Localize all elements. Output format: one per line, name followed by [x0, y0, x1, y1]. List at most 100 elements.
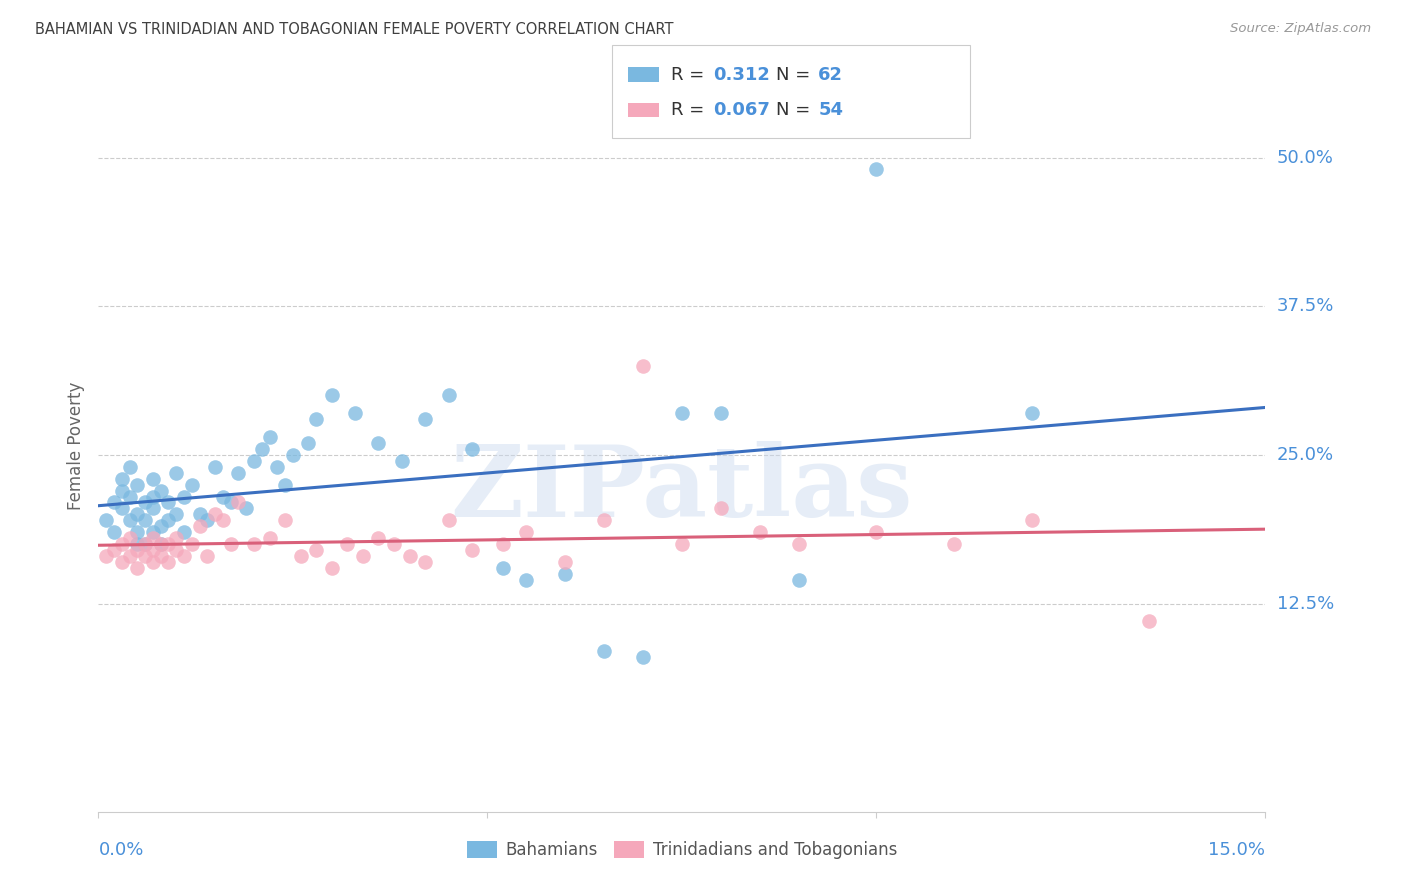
Point — [142, 525, 165, 540]
Y-axis label: Female Poverty: Female Poverty — [67, 382, 86, 510]
Point — [212, 513, 235, 527]
Point — [134, 549, 156, 563]
Point — [165, 543, 187, 558]
Point — [352, 549, 374, 563]
Point — [787, 573, 810, 587]
Point — [305, 543, 328, 558]
Point — [259, 531, 281, 545]
Point — [165, 531, 187, 545]
Point — [943, 537, 966, 551]
Point — [111, 501, 134, 516]
Point — [492, 537, 515, 551]
Point — [111, 483, 134, 498]
Point — [710, 501, 733, 516]
Point — [195, 513, 218, 527]
Point — [398, 549, 420, 563]
Point — [1137, 615, 1160, 629]
Text: R =: R = — [671, 101, 710, 120]
Point — [212, 490, 235, 504]
Point — [367, 436, 389, 450]
Point — [149, 483, 172, 498]
Point — [865, 162, 887, 177]
Point — [710, 406, 733, 420]
Legend: Bahamians, Trinidadians and Tobagonians: Bahamians, Trinidadians and Tobagonians — [460, 834, 904, 865]
Point — [103, 525, 125, 540]
Point — [297, 436, 319, 450]
Point — [219, 537, 242, 551]
Point — [127, 537, 149, 551]
Point — [149, 549, 172, 563]
Point — [243, 537, 266, 551]
Point — [103, 543, 125, 558]
Text: N =: N = — [776, 101, 815, 120]
Point — [127, 561, 149, 575]
Point — [96, 513, 118, 527]
Point — [157, 495, 180, 509]
Point — [149, 519, 172, 533]
Point — [437, 388, 460, 402]
Point — [631, 359, 654, 373]
Point — [515, 525, 537, 540]
Text: N =: N = — [776, 66, 815, 84]
Point — [118, 459, 141, 474]
Point — [149, 537, 172, 551]
Point — [593, 644, 616, 658]
Point — [142, 501, 165, 516]
Text: 54: 54 — [818, 101, 844, 120]
Point — [554, 555, 576, 569]
Point — [157, 513, 180, 527]
Point — [127, 525, 149, 540]
Point — [748, 525, 770, 540]
Point — [111, 537, 134, 551]
Point — [157, 555, 180, 569]
Text: ZIPatlas: ZIPatlas — [451, 442, 912, 539]
Text: Source: ZipAtlas.com: Source: ZipAtlas.com — [1230, 22, 1371, 36]
Point — [865, 525, 887, 540]
Text: 62: 62 — [818, 66, 844, 84]
Text: 0.0%: 0.0% — [98, 841, 143, 860]
Point — [165, 466, 187, 480]
Point — [321, 561, 343, 575]
Point — [1021, 513, 1043, 527]
Point — [336, 537, 359, 551]
Point — [437, 513, 460, 527]
Text: 12.5%: 12.5% — [1277, 595, 1334, 613]
Point — [274, 477, 297, 491]
Point — [118, 531, 141, 545]
Point — [461, 543, 484, 558]
Point — [1021, 406, 1043, 420]
Point — [134, 537, 156, 551]
Point — [127, 508, 149, 522]
Point — [305, 412, 328, 426]
Point — [554, 566, 576, 581]
Point — [243, 454, 266, 468]
Point — [492, 561, 515, 575]
Point — [259, 430, 281, 444]
Point — [413, 412, 436, 426]
Point — [127, 543, 149, 558]
Point — [367, 531, 389, 545]
Point — [344, 406, 367, 420]
Point — [290, 549, 312, 563]
Point — [118, 549, 141, 563]
Point — [671, 406, 693, 420]
Text: R =: R = — [671, 66, 710, 84]
Point — [281, 448, 304, 462]
Point — [321, 388, 343, 402]
Point — [173, 490, 195, 504]
Point — [515, 573, 537, 587]
Point — [165, 508, 187, 522]
Point — [593, 513, 616, 527]
Point — [134, 537, 156, 551]
Point — [111, 472, 134, 486]
Point — [228, 466, 250, 480]
Point — [173, 549, 195, 563]
Point — [157, 537, 180, 551]
Point — [142, 531, 165, 545]
Point — [228, 495, 250, 509]
Point — [219, 495, 242, 509]
Point — [250, 442, 273, 456]
Point — [127, 477, 149, 491]
Point — [787, 537, 810, 551]
Point — [274, 513, 297, 527]
